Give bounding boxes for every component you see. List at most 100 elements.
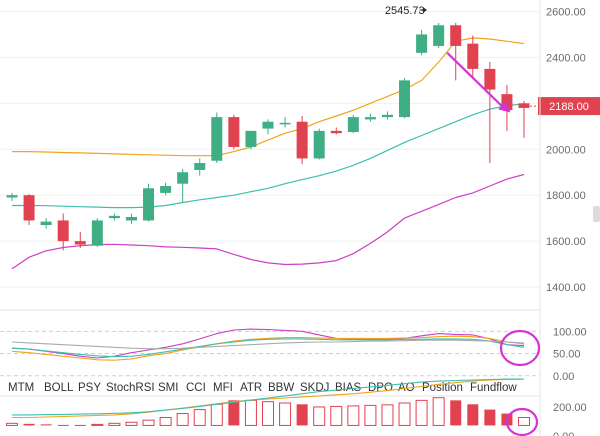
candle-body [518, 103, 530, 108]
volume-bar [381, 404, 394, 426]
candle-body [143, 188, 155, 221]
candle-body [74, 241, 86, 245]
volume-line [12, 378, 525, 419]
annotations: 2188.00 2545.73 [385, 5, 600, 116]
volume-bar [193, 409, 206, 426]
price-tick-label: 2000.00 [546, 144, 586, 156]
indicator-tab-fundflow[interactable]: Fundflow [470, 382, 517, 394]
candle-body [330, 130, 342, 134]
volume-bar [296, 404, 308, 426]
candle [433, 22, 445, 49]
volume-bar [262, 401, 274, 426]
candle-body [125, 217, 137, 221]
candle [416, 29, 428, 56]
indicator-tab-mfi[interactable]: MFI [213, 382, 233, 394]
candle [279, 117, 291, 128]
candle [143, 183, 155, 222]
volume-bar [57, 424, 69, 426]
candle [467, 35, 479, 79]
volume-bars [6, 397, 530, 426]
price-tick-label: 1800.00 [546, 190, 586, 202]
indicator-tab-atr[interactable]: ATR [240, 382, 262, 394]
volume-bar [484, 409, 496, 426]
oscillator-grid [0, 330, 540, 377]
price-axis: 2600.002400.002200.002000.001800.001600.… [546, 6, 586, 294]
candle-body [433, 25, 445, 46]
candle [381, 111, 393, 120]
indicator-tab-bbw[interactable]: BBW [268, 382, 294, 394]
candle-body [279, 122, 291, 125]
indicator-tab-bias[interactable]: BIAS [335, 382, 362, 394]
volume-bar [244, 399, 257, 426]
candle [91, 218, 103, 247]
volume-bar [347, 405, 360, 426]
indicator-tab-cci[interactable]: CCI [186, 382, 206, 394]
volume-bar [279, 402, 292, 426]
indicator-tab-psy[interactable]: PSY [78, 382, 101, 394]
oscillator-panel: 100.00 50.00 0.00 [0, 326, 587, 383]
candle [74, 231, 86, 248]
candle [40, 218, 52, 229]
candle [262, 119, 274, 135]
candle-body [194, 163, 206, 170]
candle-body [23, 195, 35, 221]
candle [211, 112, 223, 164]
candle-body [91, 220, 103, 246]
candles [6, 22, 530, 251]
candle-body [450, 25, 462, 46]
candle-body [160, 186, 172, 193]
indicator-tab-mtm[interactable]: MTM [8, 382, 34, 394]
trend-arrow-line [446, 52, 506, 110]
volume-bar [125, 421, 138, 426]
highlight-circle-oscillator [499, 329, 541, 367]
candle-body [364, 117, 376, 120]
oscillator-line [11, 328, 525, 359]
volume-bar [228, 400, 240, 426]
oscillator-axis: 100.00 50.00 0.00 [553, 326, 587, 382]
boll-mid-line [12, 103, 525, 209]
candle-body [347, 117, 359, 133]
volume-bar [142, 419, 155, 426]
volume-bar [210, 403, 223, 426]
candle-body [296, 121, 308, 159]
oscillator-lines [11, 328, 541, 367]
scroll-handle[interactable] [593, 206, 600, 222]
candle-body [262, 121, 274, 129]
candle [194, 158, 206, 176]
candle-body [108, 215, 120, 219]
volume-bar [518, 417, 530, 426]
candle [245, 130, 257, 150]
volume-bar [6, 422, 18, 426]
indicator-tab-smi[interactable]: SMI [158, 382, 178, 394]
candle [296, 115, 308, 165]
volume-panel: 200.00 0.00 [0, 378, 587, 436]
oscillator-tick-label: 50.00 [553, 349, 581, 361]
current-price-tag [538, 97, 600, 116]
candle [125, 213, 137, 224]
volume-bar [91, 423, 104, 426]
volume-bar [415, 399, 428, 426]
candle [518, 101, 530, 138]
indicator-tab-stochrsi[interactable]: StochRSI [106, 382, 155, 394]
volume-bar [467, 404, 479, 426]
candle [330, 127, 342, 135]
candle-body [177, 172, 189, 184]
price-tick-label: 2400.00 [546, 52, 586, 64]
volume-bar [23, 423, 35, 426]
price-tick-label: 1400.00 [546, 282, 586, 294]
main-panel: 2600.002400.002200.002000.001800.001600.… [0, 5, 600, 294]
candle-body [467, 43, 479, 69]
volume-line [12, 378, 524, 416]
candle [23, 194, 35, 226]
volume-bar [364, 404, 377, 426]
candle-body [245, 130, 257, 147]
indicator-tab-boll[interactable]: BOLL [44, 382, 74, 394]
candle-body [484, 68, 496, 90]
candle-body [6, 195, 18, 198]
volume-bar [108, 422, 121, 426]
candle-body [211, 117, 223, 161]
trend-arrow-head [498, 100, 511, 113]
candle-body [228, 117, 240, 147]
volume-bar [313, 406, 326, 426]
